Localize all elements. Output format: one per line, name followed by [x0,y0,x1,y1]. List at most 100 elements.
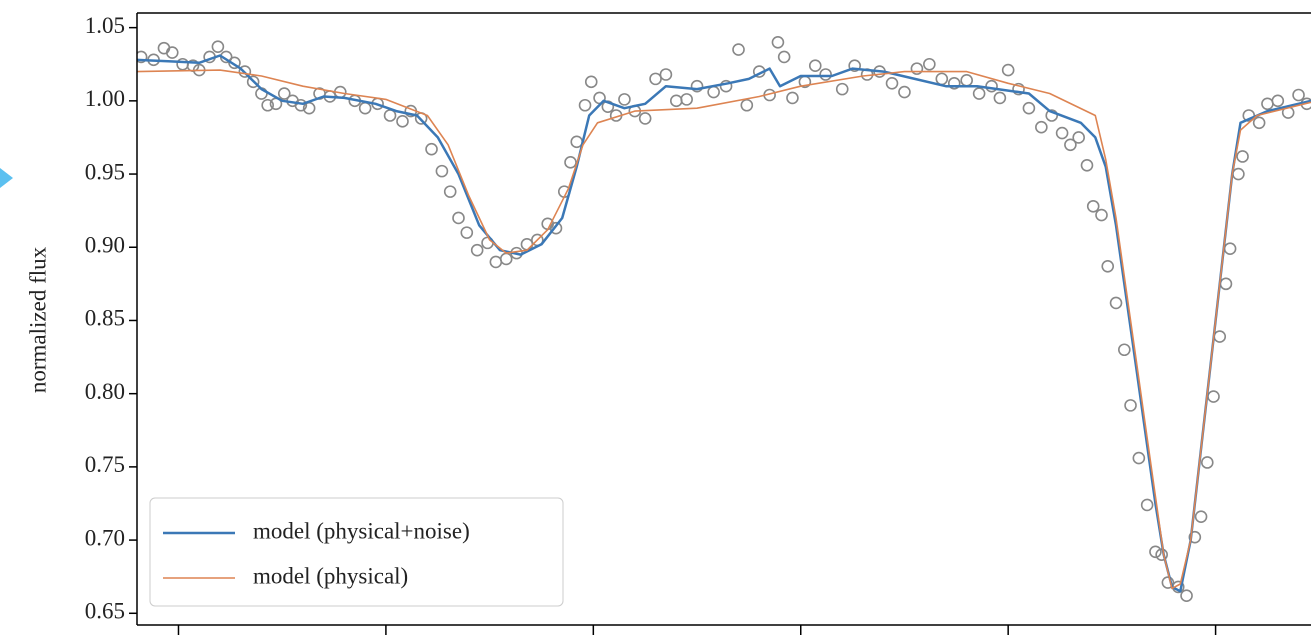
data-point [1132,451,1146,465]
data-point [1012,82,1025,96]
y-axis-label: normalized flux [25,246,50,393]
data-point [707,85,720,99]
data-point [1124,399,1137,412]
data-point [443,185,457,198]
data-point [618,93,631,106]
y-tick-label: 0.80 [85,379,125,404]
data-point [1095,208,1108,222]
data-point [499,252,513,266]
data-point [732,43,745,56]
data-point [1252,116,1266,130]
data-point [1101,259,1115,273]
y-tick-label: 0.90 [85,233,125,258]
data-point [947,76,961,90]
y-tick-label: 0.75 [85,452,125,477]
data-point [993,91,1007,105]
data-point [520,238,534,251]
side-marker [0,168,13,188]
data-point [176,57,189,71]
data-point [1064,138,1077,152]
data-point [1140,498,1154,512]
data-point [935,72,949,86]
data-point [885,76,899,90]
data-point [923,57,936,71]
data-point [261,98,274,112]
y-tick-label: 0.95 [85,159,125,184]
data-point [1236,150,1249,163]
data-point [972,87,986,100]
data-point [898,85,911,99]
data-point [1207,390,1220,403]
data-point [835,82,849,96]
data-point [740,98,754,112]
data-point [1001,63,1015,77]
data-point [584,75,598,89]
data-point [719,79,733,93]
data-point [669,94,683,108]
data-point [1219,277,1233,291]
data-point [1035,120,1048,134]
data-point [165,46,179,59]
data-point [777,50,791,64]
data-point [690,79,704,93]
data-point [1261,97,1274,111]
data-point [277,87,291,100]
y-tick-label: 1.05 [85,13,125,38]
data-point [1080,158,1094,172]
series-line [137,69,1311,590]
data-point [1232,167,1245,181]
data-point [460,226,474,239]
plot-area [137,35,1311,603]
data-point [238,65,252,78]
data-point [137,50,148,64]
data-point [425,142,438,156]
data-point [1072,131,1085,144]
data-point [638,112,652,125]
data-point [211,40,225,53]
data-point [489,255,503,269]
y-tick-label: 0.85 [85,306,125,331]
data-point [848,59,861,73]
y-tick-label: 0.65 [85,599,125,624]
data-point [564,156,577,169]
data-point [1292,88,1305,102]
data-point [960,74,973,87]
data-point [452,211,465,225]
data-point [1180,589,1193,603]
data-point [549,221,563,235]
data-point [680,93,693,106]
data-point [649,72,662,86]
data-point [246,75,260,89]
data-point [470,243,484,257]
data-point [578,98,592,112]
data-point [771,35,785,49]
data-point [1194,510,1208,523]
data-point [1086,199,1100,213]
legend: model (physical+noise) model (physical) [149,497,564,607]
data-point [1161,576,1175,589]
y-tick-label: 0.70 [85,525,125,550]
data-point [808,59,822,73]
data-point [659,68,673,81]
data-point [1200,456,1214,469]
legend-box [149,497,564,607]
data-point [1045,109,1059,122]
data-point [358,101,372,115]
data-point [1118,343,1131,357]
data-point [294,98,308,112]
data-point [1055,126,1069,140]
data-point [786,91,799,105]
data-point [819,68,832,81]
data-point [1223,242,1237,256]
data-point [435,164,449,178]
data-point [1271,94,1285,108]
data-point [228,56,241,70]
y-tick-label: 1.00 [85,86,125,111]
data-point [985,79,998,93]
data-point [396,115,409,128]
data-point [1188,530,1202,544]
legend-label: model (physical) [253,563,408,588]
data-point [1109,296,1123,310]
